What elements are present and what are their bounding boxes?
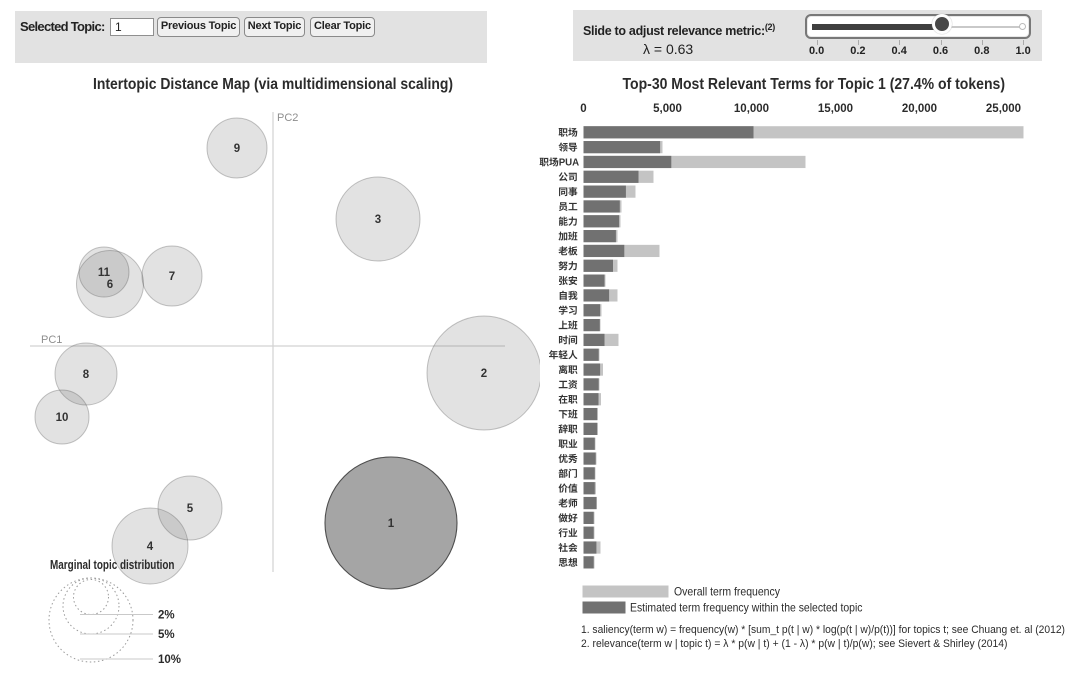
svg-text:6: 6	[107, 279, 113, 291]
svg-text:25,000: 25,000	[986, 103, 1021, 115]
svg-text:8: 8	[83, 369, 90, 381]
svg-text:1. saliency(term w) = frequenc: 1. saliency(term w) = frequency(w) * [su…	[581, 624, 1065, 636]
svg-text:Top-30 Most Relevant Terms for: Top-30 Most Relevant Terms for Topic 1 (…	[623, 76, 1006, 93]
svg-text:PC2: PC2	[277, 112, 298, 124]
svg-text:4: 4	[147, 541, 154, 553]
svg-text:2: 2	[481, 368, 487, 380]
svg-text:10%: 10%	[158, 654, 181, 666]
svg-text:11: 11	[98, 267, 111, 279]
svg-text:5%: 5%	[158, 629, 175, 641]
svg-text:Overall term frequency: Overall term frequency	[674, 585, 780, 599]
svg-text:PUA: PUA	[559, 158, 579, 169]
svg-text:1: 1	[388, 518, 395, 530]
svg-text:2. relevance(term w | topic t): 2. relevance(term w | topic t) = λ * p(w…	[581, 638, 1008, 650]
svg-text:7: 7	[169, 271, 175, 283]
svg-text:Intertopic Distance Map (via m: Intertopic Distance Map (via multidimens…	[93, 76, 453, 93]
svg-text:Estimated term frequency withi: Estimated term frequency within the sele…	[630, 601, 863, 615]
svg-text:0: 0	[580, 103, 586, 115]
svg-text:5,000: 5,000	[653, 103, 682, 115]
svg-text:PC1: PC1	[41, 334, 62, 346]
svg-text:9: 9	[234, 143, 240, 155]
svg-text:10,000: 10,000	[734, 103, 769, 115]
svg-text:Marginal topic distribution: Marginal topic distribution	[50, 558, 175, 572]
svg-text:10: 10	[56, 412, 69, 424]
svg-text:15,000: 15,000	[818, 103, 853, 115]
svg-text:3: 3	[375, 214, 381, 226]
svg-text:20,000: 20,000	[902, 103, 937, 115]
svg-text:2%: 2%	[158, 610, 175, 622]
svg-text:5: 5	[187, 503, 194, 515]
